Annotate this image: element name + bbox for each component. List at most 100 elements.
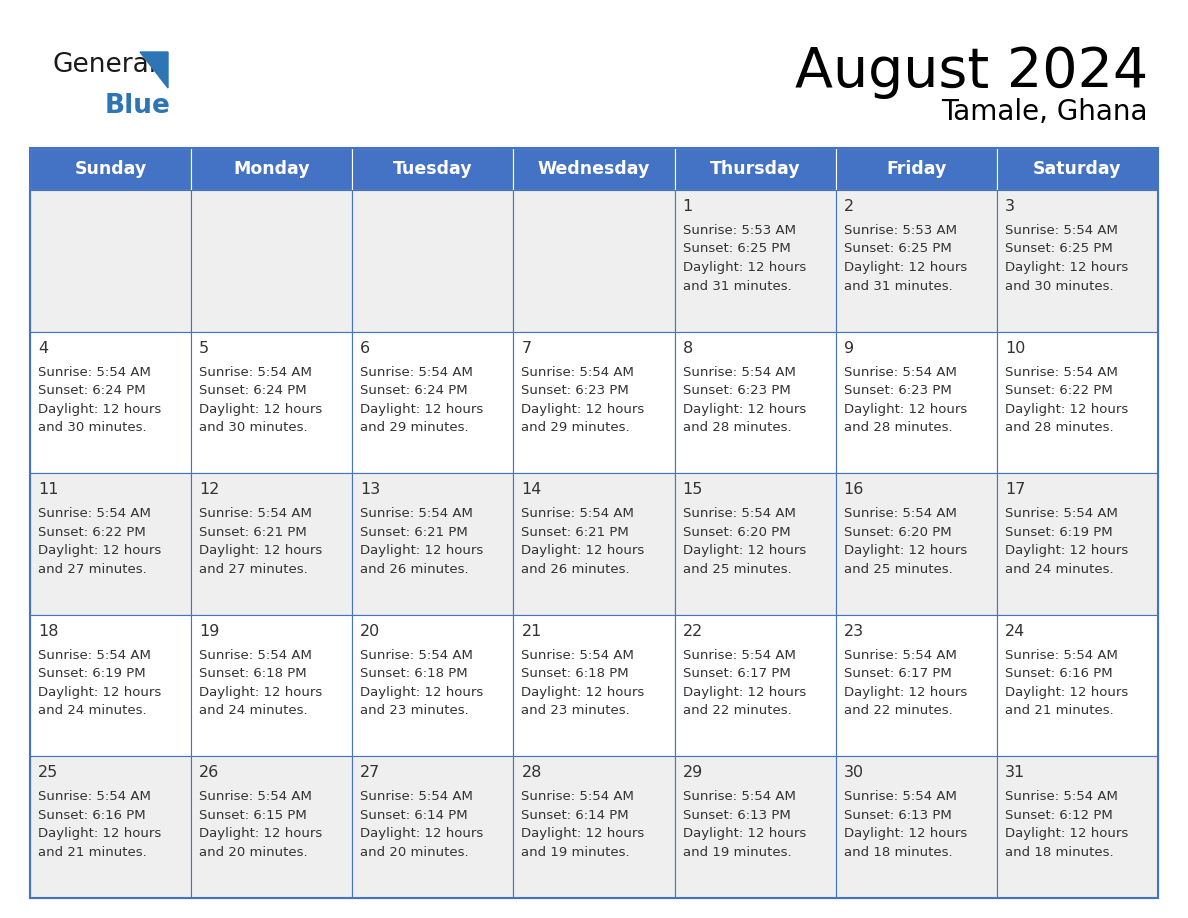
Bar [30,473,191,615]
Text: Daylight: 12 hours: Daylight: 12 hours [200,827,322,840]
Text: and 22 minutes.: and 22 minutes. [683,704,791,717]
Text: 22: 22 [683,624,703,639]
Text: Tamale, Ghana: Tamale, Ghana [942,98,1148,126]
Text: 21: 21 [522,624,542,639]
Text: Sunrise: 5:53 AM: Sunrise: 5:53 AM [843,224,956,237]
Text: Sunset: 6:19 PM: Sunset: 6:19 PM [1005,526,1112,539]
Text: Sunday: Sunday [75,160,146,178]
Text: and 25 minutes.: and 25 minutes. [843,563,953,576]
Text: Sunrise: 5:54 AM: Sunrise: 5:54 AM [683,365,796,378]
Text: and 28 minutes.: and 28 minutes. [1005,421,1113,434]
Text: Daylight: 12 hours: Daylight: 12 hours [200,544,322,557]
Text: Sunset: 6:24 PM: Sunset: 6:24 PM [38,384,146,397]
Text: and 24 minutes.: and 24 minutes. [200,704,308,717]
Text: 30: 30 [843,766,864,780]
Bar [353,331,513,473]
Text: 8: 8 [683,341,693,355]
Bar [191,756,353,898]
Text: and 20 minutes.: and 20 minutes. [200,845,308,859]
Text: 27: 27 [360,766,380,780]
Bar [513,615,675,756]
Text: 3: 3 [1005,199,1015,214]
Text: Daylight: 12 hours: Daylight: 12 hours [38,403,162,416]
Text: Daylight: 12 hours: Daylight: 12 hours [1005,827,1129,840]
Text: Sunset: 6:18 PM: Sunset: 6:18 PM [522,667,630,680]
Bar [353,615,513,756]
Text: Sunrise: 5:54 AM: Sunrise: 5:54 AM [360,649,473,662]
Text: Sunrise: 5:54 AM: Sunrise: 5:54 AM [843,649,956,662]
Bar [835,473,997,615]
Text: 15: 15 [683,482,703,498]
Text: Sunrise: 5:54 AM: Sunrise: 5:54 AM [522,790,634,803]
Text: 25: 25 [38,766,58,780]
Text: Sunrise: 5:54 AM: Sunrise: 5:54 AM [843,508,956,521]
Text: Sunset: 6:14 PM: Sunset: 6:14 PM [360,809,468,822]
Text: Sunset: 6:23 PM: Sunset: 6:23 PM [683,384,790,397]
Text: Daylight: 12 hours: Daylight: 12 hours [1005,686,1129,699]
Text: Monday: Monday [233,160,310,178]
Text: Sunrise: 5:54 AM: Sunrise: 5:54 AM [1005,649,1118,662]
Text: Daylight: 12 hours: Daylight: 12 hours [522,544,645,557]
Text: Sunrise: 5:54 AM: Sunrise: 5:54 AM [360,790,473,803]
Text: 10: 10 [1005,341,1025,355]
Bar [353,473,513,615]
Text: Daylight: 12 hours: Daylight: 12 hours [683,403,805,416]
Text: Daylight: 12 hours: Daylight: 12 hours [360,544,484,557]
Text: Daylight: 12 hours: Daylight: 12 hours [1005,261,1129,274]
Text: Daylight: 12 hours: Daylight: 12 hours [522,403,645,416]
Bar [835,190,997,331]
Text: Thursday: Thursday [710,160,801,178]
Text: Sunset: 6:24 PM: Sunset: 6:24 PM [360,384,468,397]
Text: Daylight: 12 hours: Daylight: 12 hours [843,827,967,840]
Bar [835,756,997,898]
Text: Daylight: 12 hours: Daylight: 12 hours [843,686,967,699]
Bar [191,615,353,756]
Text: Sunrise: 5:54 AM: Sunrise: 5:54 AM [200,365,312,378]
Text: Sunrise: 5:54 AM: Sunrise: 5:54 AM [38,365,151,378]
Text: and 18 minutes.: and 18 minutes. [1005,845,1113,859]
Bar [835,615,997,756]
Text: Sunrise: 5:54 AM: Sunrise: 5:54 AM [522,365,634,378]
Text: and 30 minutes.: and 30 minutes. [1005,279,1113,293]
Bar [353,190,513,331]
Bar [997,148,1158,190]
Bar [191,190,353,331]
Text: Sunrise: 5:54 AM: Sunrise: 5:54 AM [200,649,312,662]
Text: 23: 23 [843,624,864,639]
Text: Friday: Friday [886,160,947,178]
Polygon shape [140,52,168,88]
Text: Sunrise: 5:54 AM: Sunrise: 5:54 AM [360,508,473,521]
Bar [513,331,675,473]
Text: Saturday: Saturday [1034,160,1121,178]
Text: Sunrise: 5:54 AM: Sunrise: 5:54 AM [1005,508,1118,521]
Text: Sunrise: 5:54 AM: Sunrise: 5:54 AM [1005,790,1118,803]
Text: 7: 7 [522,341,531,355]
Bar [675,756,835,898]
Text: Sunset: 6:20 PM: Sunset: 6:20 PM [683,526,790,539]
Text: and 19 minutes.: and 19 minutes. [683,845,791,859]
Text: 26: 26 [200,766,220,780]
Text: Daylight: 12 hours: Daylight: 12 hours [360,827,484,840]
Bar [513,473,675,615]
Text: Sunrise: 5:54 AM: Sunrise: 5:54 AM [1005,224,1118,237]
Text: Daylight: 12 hours: Daylight: 12 hours [683,827,805,840]
Text: Sunset: 6:25 PM: Sunset: 6:25 PM [843,242,952,255]
Text: Sunrise: 5:54 AM: Sunrise: 5:54 AM [360,365,473,378]
Text: Sunrise: 5:54 AM: Sunrise: 5:54 AM [38,508,151,521]
Text: Daylight: 12 hours: Daylight: 12 hours [200,686,322,699]
Text: 9: 9 [843,341,854,355]
Text: Sunrise: 5:54 AM: Sunrise: 5:54 AM [522,649,634,662]
Text: General: General [52,52,156,78]
Text: Sunrise: 5:54 AM: Sunrise: 5:54 AM [38,649,151,662]
Bar [30,756,191,898]
Text: Wednesday: Wednesday [538,160,650,178]
Text: Sunset: 6:23 PM: Sunset: 6:23 PM [522,384,630,397]
Text: 31: 31 [1005,766,1025,780]
Text: Sunset: 6:15 PM: Sunset: 6:15 PM [200,809,307,822]
Text: Sunset: 6:17 PM: Sunset: 6:17 PM [683,667,790,680]
Text: Daylight: 12 hours: Daylight: 12 hours [38,686,162,699]
Text: Sunset: 6:18 PM: Sunset: 6:18 PM [360,667,468,680]
Text: Daylight: 12 hours: Daylight: 12 hours [360,686,484,699]
Text: 29: 29 [683,766,703,780]
Text: 4: 4 [38,341,49,355]
